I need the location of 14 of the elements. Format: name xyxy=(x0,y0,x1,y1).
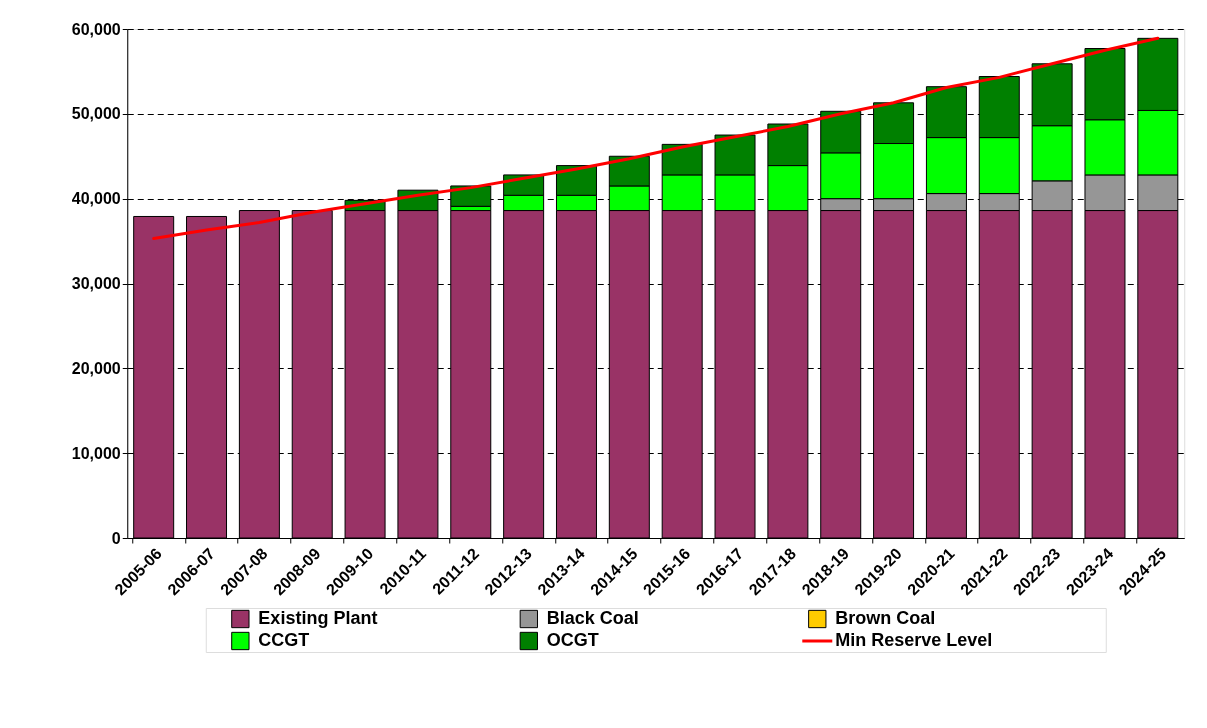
y-tick-label: 50,000 xyxy=(71,105,121,123)
legend-label: CCGT xyxy=(258,630,310,650)
y-tick-label: 40,000 xyxy=(71,190,121,208)
y-tick-label: 10,000 xyxy=(71,444,121,462)
legend-label: Brown Coal xyxy=(835,608,936,628)
y-tick-label: 60,000 xyxy=(71,20,121,38)
legend-label: Black Coal xyxy=(546,608,639,628)
legend-label: Min Reserve Level xyxy=(835,630,993,650)
y-tick-label: 0 xyxy=(111,529,121,547)
legend-label: OCGT xyxy=(546,630,599,650)
y-tick-label: 20,000 xyxy=(71,359,121,377)
line-series xyxy=(152,36,1160,241)
y-tick-label: 30,000 xyxy=(71,275,121,292)
legend-label: Existing Plant xyxy=(258,608,378,628)
